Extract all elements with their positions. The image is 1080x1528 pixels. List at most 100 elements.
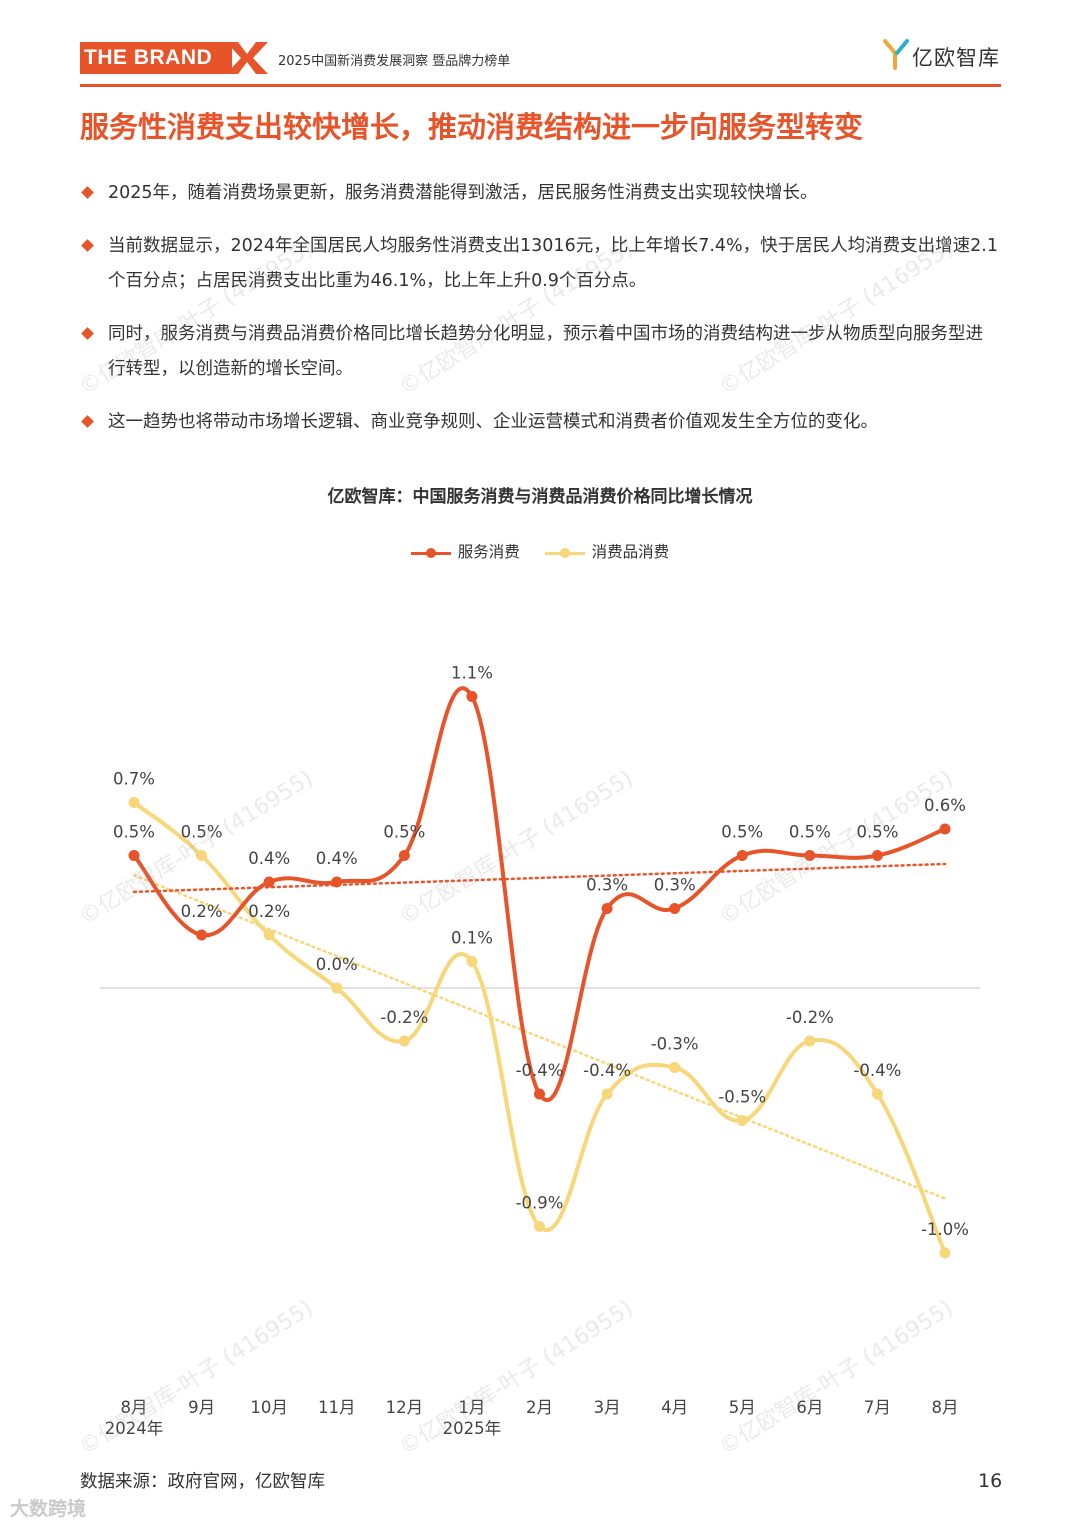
data-label: 0.2% <box>181 902 223 921</box>
data-point <box>804 850 816 861</box>
header-divider <box>80 84 1001 87</box>
diamond-bullet-icon <box>81 186 94 199</box>
data-point <box>871 850 883 861</box>
data-point <box>534 1221 545 1232</box>
line-chart: 0.5% 0.2% 0.4% 0.4% 0.5% 1.1% -0.4% 0.3% 0.3% 0.5… <box>100 664 980 1438</box>
bullet-item: 这一趋势也将带动市场增长逻辑、商业竞争规则、企业运营模式和消费者价值观发生全方位… <box>80 405 1000 440</box>
data-point <box>669 1062 681 1073</box>
bullet-text: 这一趋势也将带动市场增长逻辑、商业竞争规则、企业运营模式和消费者价值观发生全方位… <box>108 412 878 432</box>
data-point <box>534 1088 545 1100</box>
data-label: 0.3% <box>654 876 696 895</box>
data-label: 0.2% <box>248 902 290 921</box>
bullet-item: 当前数据显示，2024年全国居民人均服务性消费支出13016元，比上年增长7.4… <box>80 229 1000 299</box>
chart-legend: 服务消费 消费品消费 <box>0 540 1080 562</box>
x-tick-label: 6月 <box>796 1398 823 1417</box>
data-point <box>871 1088 883 1100</box>
data-label: -0.4% <box>516 1061 564 1080</box>
data-point <box>736 850 748 861</box>
data-point <box>398 1035 410 1047</box>
legend-label-goods: 消费品消费 <box>591 543 670 561</box>
data-point <box>939 1247 951 1259</box>
data-point <box>601 903 613 914</box>
logo-text: 亿欧智库 <box>912 46 1000 70</box>
data-point <box>196 850 208 861</box>
data-point <box>466 956 478 967</box>
data-label: 0.0% <box>316 955 358 974</box>
page-title: 服务性消费支出较快增长，推动消费结构进一步向服务型转变 <box>80 110 864 144</box>
data-label: 0.1% <box>451 929 493 948</box>
data-point <box>804 1035 816 1047</box>
page-number: 16 <box>978 1470 1003 1492</box>
data-source: 数据来源：政府官网，亿欧智库 <box>80 1472 325 1492</box>
diamond-bullet-icon <box>81 327 94 340</box>
data-label: -0.2% <box>380 1008 428 1027</box>
trendline-goods <box>132 874 947 1200</box>
x-tick-label: 11月 <box>318 1398 356 1417</box>
data-point <box>398 850 410 861</box>
x-tick-label: 12月 <box>386 1398 424 1417</box>
bullet-item: 2025年，随着消费场景更新，服务消费潜能得到激活，居民服务性消费支出实现较快增… <box>80 176 1000 211</box>
bullet-text: 同时，服务消费与消费品消费价格同比增长趋势分化明显，预示着中国市场的消费结构进一… <box>108 324 983 379</box>
data-label: 0.5% <box>181 823 223 842</box>
data-label: -1.0% <box>921 1220 969 1239</box>
legend-swatch-service <box>410 547 451 559</box>
data-label: 0.5% <box>383 823 425 842</box>
series-line-goods <box>132 800 947 1255</box>
data-point <box>263 876 275 888</box>
x-tick-label: 10月 <box>250 1398 288 1417</box>
legend-item-service: 服务消费 <box>410 540 520 562</box>
x-year-label: 2024年 <box>105 1419 164 1438</box>
data-point <box>736 1115 748 1126</box>
data-label: 0.5% <box>113 823 155 842</box>
yiou-logo-icon <box>883 39 909 70</box>
data-point <box>128 850 140 861</box>
diamond-bullet-icon <box>81 415 94 428</box>
bullet-item: 同时，服务消费与消费品消费价格同比增长趋势分化明显，预示着中国市场的消费结构进一… <box>80 317 1000 387</box>
x-tick-label: 5月 <box>729 1398 756 1417</box>
x-tick-label: 7月 <box>864 1398 891 1417</box>
bullet-text: 当前数据显示，2024年全国居民人均服务性消费支出13016元，比上年增长7.4… <box>108 236 998 291</box>
data-label: 0.3% <box>586 876 628 895</box>
x-tick-label: 8月 <box>932 1398 959 1417</box>
data-point <box>331 876 343 888</box>
series-line-service <box>132 686 947 1102</box>
corner-watermark: 大数跨境 <box>10 1498 87 1520</box>
data-point <box>466 691 478 702</box>
brand-x-icon <box>226 42 268 74</box>
data-label: -0.4% <box>583 1061 631 1080</box>
diamond-bullet-icon <box>81 239 94 252</box>
data-label: 0.4% <box>248 849 290 868</box>
x-year-label: 2025年 <box>443 1419 502 1438</box>
data-point <box>939 823 951 835</box>
data-point <box>331 982 343 994</box>
data-label: -0.2% <box>786 1008 834 1027</box>
data-label: 0.6% <box>924 796 966 815</box>
x-tick-label: 3月 <box>594 1398 621 1417</box>
data-point <box>263 929 275 941</box>
data-point <box>601 1088 613 1100</box>
data-point <box>196 929 208 941</box>
x-tick-label: 8月 <box>121 1398 148 1417</box>
data-point <box>128 797 140 808</box>
data-label: 0.4% <box>316 849 358 868</box>
data-label: 1.1% <box>451 664 493 683</box>
data-label: 0.7% <box>113 770 155 789</box>
x-tick-label: 1月 <box>458 1398 485 1417</box>
data-label: 0.5% <box>721 823 763 842</box>
legend-swatch-goods <box>544 547 585 559</box>
x-tick-label: 2月 <box>526 1398 553 1417</box>
x-tick-label: 4月 <box>661 1398 688 1417</box>
data-label: -0.5% <box>718 1088 766 1107</box>
trendline-service <box>132 862 947 894</box>
brand-logo: THE BRAND <box>80 42 232 74</box>
data-point <box>669 903 681 914</box>
report-title: 2025中国新消费发展洞察 暨品牌力榜单 <box>278 54 511 69</box>
bullet-list: 2025年，随着消费场景更新，服务消费潜能得到激活，居民服务性消费支出实现较快增… <box>80 176 1000 458</box>
page-header: THE BRAND 2025中国新消费发展洞察 暨品牌力榜单 亿欧智库 <box>0 0 1080 92</box>
data-label: -0.4% <box>853 1061 901 1080</box>
data-label: 0.5% <box>789 823 831 842</box>
data-label: -0.3% <box>651 1035 699 1054</box>
x-tick-label: 9月 <box>188 1398 215 1417</box>
legend-item-goods: 消费品消费 <box>544 540 670 562</box>
chart-title: 亿欧智库：中国服务消费与消费品消费价格同比增长情况 <box>327 487 753 507</box>
